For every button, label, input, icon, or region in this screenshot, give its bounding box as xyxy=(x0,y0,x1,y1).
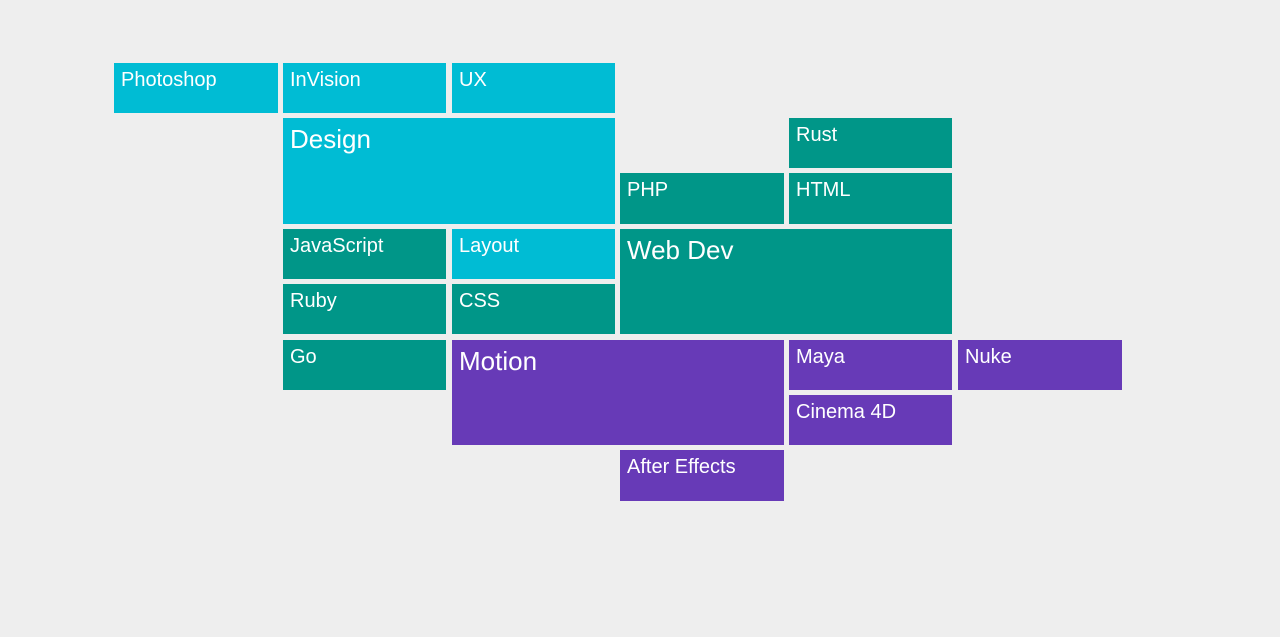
tile-web-dev[interactable]: Web Dev xyxy=(620,229,952,334)
tile-css[interactable]: CSS xyxy=(452,284,615,334)
tile-layout[interactable]: Layout xyxy=(452,229,615,279)
tile-invision[interactable]: InVision xyxy=(283,63,446,113)
tile-motion[interactable]: Motion xyxy=(452,340,784,445)
tile-maya[interactable]: Maya xyxy=(789,340,952,390)
tile-nuke[interactable]: Nuke xyxy=(958,340,1122,390)
tile-go[interactable]: Go xyxy=(283,340,446,390)
tile-rust[interactable]: Rust xyxy=(789,118,952,168)
tile-php[interactable]: PHP xyxy=(620,173,784,224)
tile-ux[interactable]: UX xyxy=(452,63,615,113)
tile-after-effects[interactable]: After Effects xyxy=(620,450,784,501)
tile-html[interactable]: HTML xyxy=(789,173,952,224)
tile-ruby[interactable]: Ruby xyxy=(283,284,446,334)
tile-javascript[interactable]: JavaScript xyxy=(283,229,446,279)
tile-cinema-4d[interactable]: Cinema 4D xyxy=(789,395,952,445)
tile-photoshop[interactable]: Photoshop xyxy=(114,63,278,113)
tile-design[interactable]: Design xyxy=(283,118,615,224)
